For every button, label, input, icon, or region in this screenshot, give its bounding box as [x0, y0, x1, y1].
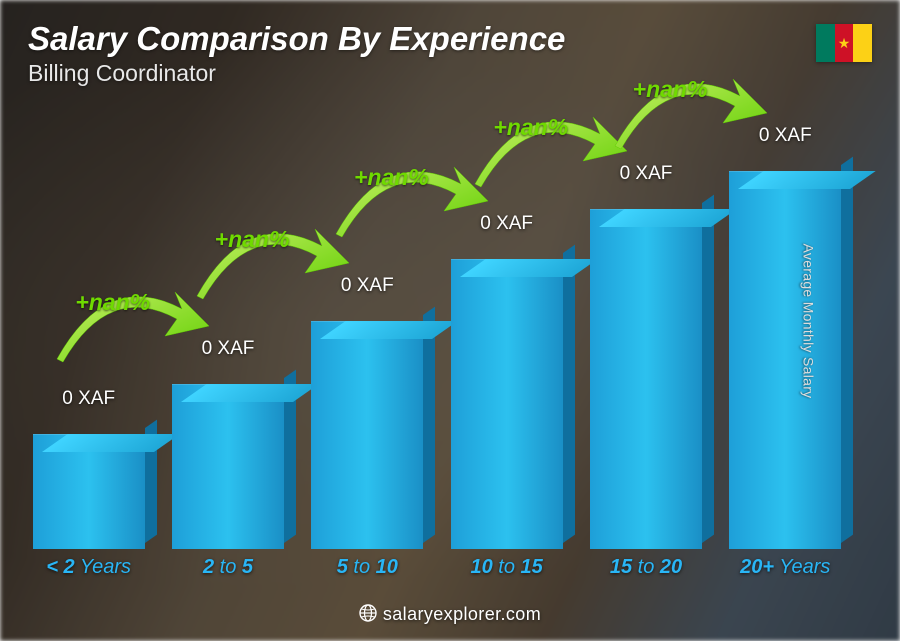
bars-row: 0 XAF0 XAF+nan%0 XAF+nan%0 XAF+nan%0 XAF…: [28, 129, 846, 549]
footer-text: salaryexplorer.com: [383, 604, 541, 624]
chart-subtitle: Billing Coordinator: [28, 60, 872, 87]
bar-front: [172, 384, 284, 549]
bar-slot: 0 XAF+nan%: [167, 384, 288, 549]
chart-title: Salary Comparison By Experience: [28, 20, 872, 58]
bar-slot: 0 XAF: [28, 434, 149, 549]
bar-top: [738, 171, 876, 189]
x-category: 2 to 5: [167, 556, 288, 579]
bar-front: [729, 171, 841, 549]
x-category: 10 to 15: [446, 556, 567, 579]
value-label: 0 XAF: [158, 338, 298, 360]
value-label: 0 XAF: [715, 125, 855, 147]
bar-top: [42, 434, 180, 452]
value-label: 0 XAF: [437, 213, 577, 235]
y-axis-label: Average Monthly Salary: [801, 243, 817, 398]
x-category: 20+ Years: [725, 556, 846, 579]
x-axis: < 2 Years 2 to 5 5 to 10 10 to 15 15 to 20 20…: [28, 556, 846, 579]
footer-attribution: salaryexplorer.com: [0, 604, 900, 627]
bar-side: [563, 245, 575, 543]
bar-slot: 0 XAF+nan%: [307, 321, 428, 549]
bar-front: [311, 321, 423, 549]
percent-increase-label: +nan%: [75, 289, 150, 316]
value-label: 0 XAF: [576, 163, 716, 185]
value-label: 0 XAF: [19, 388, 159, 410]
percent-increase-label: +nan%: [633, 76, 708, 103]
percent-increase-label: +nan%: [493, 114, 568, 141]
bar-top: [320, 321, 458, 339]
bar: [729, 171, 841, 549]
value-label: 0 XAF: [297, 275, 437, 297]
bar: [33, 434, 145, 549]
bar-side: [423, 307, 435, 543]
bar-front: [451, 259, 563, 549]
bar-slot: 0 XAF+nan%: [585, 209, 706, 549]
infographic-container: Salary Comparison By Experience Billing …: [0, 0, 900, 641]
bar-side: [702, 195, 714, 543]
percent-increase-label: +nan%: [354, 164, 429, 191]
flag-stripe-red: ★: [835, 24, 854, 62]
chart-area: 0 XAF0 XAF+nan%0 XAF+nan%0 XAF+nan%0 XAF…: [28, 110, 846, 579]
bar: [451, 259, 563, 549]
bar: [590, 209, 702, 549]
bar-top: [460, 259, 598, 277]
country-flag-cameroon: ★: [816, 24, 872, 62]
bar-top: [181, 384, 319, 402]
bar-front: [590, 209, 702, 549]
bar-slot: 0 XAF+nan%: [446, 259, 567, 549]
flag-star-icon: ★: [838, 36, 851, 50]
bar: [172, 384, 284, 549]
flag-stripe-green: [816, 24, 835, 62]
flag-stripe-yellow: [853, 24, 872, 62]
bar: [311, 321, 423, 549]
x-category: 15 to 20: [585, 556, 706, 579]
header: Salary Comparison By Experience Billing …: [28, 20, 872, 87]
globe-icon: [359, 604, 377, 627]
bar-slot: 0 XAF+nan%: [725, 171, 846, 549]
bar-side: [841, 157, 853, 543]
bar-top: [599, 209, 737, 227]
percent-increase-label: +nan%: [215, 226, 290, 253]
x-category: 5 to 10: [307, 556, 428, 579]
x-category: < 2 Years: [28, 556, 149, 579]
